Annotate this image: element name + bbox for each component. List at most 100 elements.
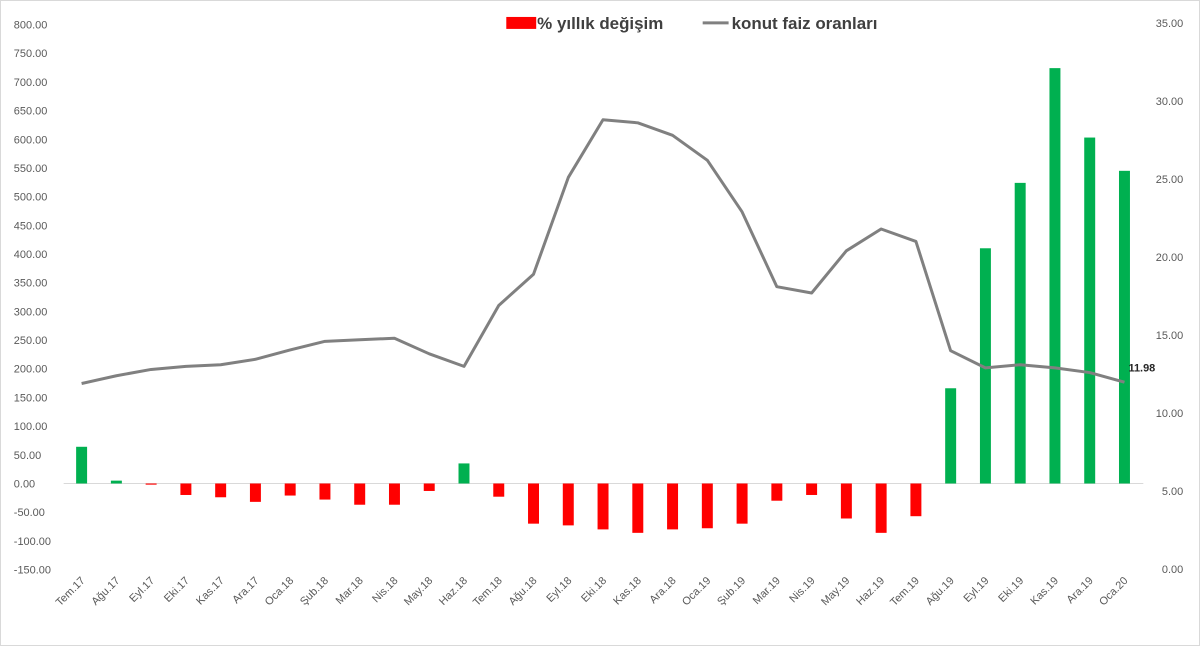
bar <box>458 463 470 484</box>
left-axis: -150.00 -100.00 -50.00 0.00 50.00 100.00 150.0… <box>14 20 51 577</box>
bar <box>806 483 818 495</box>
bar <box>701 483 713 529</box>
x-tick-label: Kas.17 <box>194 575 227 608</box>
bar <box>979 248 991 484</box>
left-tick-label: 200.00 <box>14 364 48 376</box>
left-tick-label: -100.00 <box>14 536 51 548</box>
left-tick-label: 550.00 <box>14 163 48 175</box>
right-tick-label: 30.00 <box>1156 96 1183 108</box>
x-axis: Tem.17 Ağu.17 Eyl.17 Eki.17 Kas.17 Ara.17 Oca.… <box>54 575 1131 609</box>
bar <box>145 483 157 485</box>
bar <box>1084 137 1096 484</box>
x-tick-label: Oca.18 <box>263 575 296 608</box>
x-tick-label: Eki.18 <box>579 575 609 605</box>
x-tick-label: Ara.19 <box>1065 575 1096 606</box>
bar <box>249 483 261 502</box>
x-tick-label: Eki.17 <box>162 575 192 605</box>
left-tick-label: 350.00 <box>14 278 48 290</box>
x-tick-label: Şub.18 <box>298 575 331 608</box>
x-tick-label: Tem.18 <box>471 575 505 609</box>
left-tick-label: 650.00 <box>14 106 48 118</box>
bar <box>76 446 88 484</box>
bar <box>215 483 227 498</box>
x-tick-label: Ara.17 <box>230 575 261 606</box>
x-tick-label: May.18 <box>402 575 435 608</box>
x-tick-label: Ağu.17 <box>89 575 122 608</box>
bar <box>1118 170 1130 484</box>
x-tick-label: Eyl.17 <box>127 575 157 605</box>
bar <box>423 483 435 491</box>
left-tick-label: 600.00 <box>14 134 48 146</box>
bar <box>632 483 644 533</box>
left-tick-label: 0.00 <box>14 478 35 490</box>
x-tick-label: Kas.19 <box>1028 575 1061 608</box>
right-tick-label: 0.00 <box>1162 564 1183 576</box>
right-tick-label: 5.00 <box>1162 486 1183 498</box>
bar <box>354 483 366 505</box>
x-tick-label: Ağu.18 <box>507 575 540 608</box>
bar <box>562 483 574 526</box>
right-axis: 0.00 5.00 10.00 15.00 20.00 25.00 30.00 35.00 <box>1156 18 1183 576</box>
left-tick-label: 300.00 <box>14 306 48 318</box>
x-tick-label: Oca.20 <box>1097 575 1130 608</box>
bar <box>910 483 922 517</box>
rate-line <box>81 118 1125 385</box>
left-tick-label: 450.00 <box>14 220 48 232</box>
x-tick-label: Tem.17 <box>54 575 88 609</box>
bar <box>771 483 783 501</box>
bar <box>180 483 192 495</box>
left-tick-label: 100.00 <box>14 421 48 433</box>
x-tick-label: Tem.19 <box>888 575 922 609</box>
x-tick-label: Ara.18 <box>647 575 678 606</box>
bar <box>1014 182 1026 484</box>
bar <box>493 483 505 497</box>
left-tick-label: 500.00 <box>14 192 48 204</box>
bar <box>528 483 539 524</box>
bar <box>840 483 852 519</box>
x-tick-label: Nis.18 <box>370 575 400 605</box>
bar <box>388 483 400 505</box>
bar <box>736 483 748 524</box>
left-tick-label: 400.00 <box>14 249 48 261</box>
bar <box>597 483 609 530</box>
x-tick-label: Nis.19 <box>787 575 817 605</box>
right-tick-label: 20.00 <box>1156 252 1183 264</box>
x-tick-label: Mar.19 <box>751 575 783 607</box>
x-tick-label: Kas.18 <box>611 575 644 608</box>
x-tick-label: Eki.19 <box>996 575 1026 605</box>
bar-series <box>76 68 1130 533</box>
legend-bar-swatch <box>506 16 537 29</box>
x-tick-label: May.19 <box>819 575 852 608</box>
left-tick-label: 750.00 <box>14 48 48 60</box>
last-value-label: 11.98 <box>1128 362 1155 374</box>
x-tick-label: Haz.18 <box>437 575 470 608</box>
right-tick-label: 25.00 <box>1156 174 1183 186</box>
bar <box>319 483 331 500</box>
legend-line-label: konut faiz oranları <box>732 14 878 33</box>
x-tick-label: Oca.19 <box>680 575 713 608</box>
x-tick-label: Eyl.19 <box>962 575 992 605</box>
left-tick-label: -150.00 <box>14 565 51 577</box>
left-tick-label: 700.00 <box>14 77 48 89</box>
x-tick-label: Mar.18 <box>334 575 366 607</box>
x-tick-label: Şub.19 <box>715 575 748 608</box>
x-tick-label: Eyl.18 <box>544 575 574 605</box>
right-tick-label: 15.00 <box>1156 330 1183 342</box>
right-tick-label: 35.00 <box>1156 18 1183 30</box>
bar <box>667 483 679 530</box>
right-tick-label: 10.00 <box>1156 408 1183 420</box>
bar <box>945 388 957 484</box>
bar <box>875 483 887 533</box>
bar <box>1049 68 1061 484</box>
legend-bar-label: % yıllık değişim <box>537 14 663 33</box>
left-tick-label: 250.00 <box>14 335 48 347</box>
x-tick-label: Ağu.19 <box>924 575 957 608</box>
bar <box>110 480 122 484</box>
legend: % yıllık değişim konut faiz oranları <box>506 14 877 33</box>
left-tick-label: 150.00 <box>14 392 48 404</box>
x-tick-label: Haz.19 <box>854 575 887 608</box>
left-tick-label: 50.00 <box>14 450 41 462</box>
left-tick-label: 800.00 <box>14 20 48 32</box>
bar <box>284 483 296 496</box>
